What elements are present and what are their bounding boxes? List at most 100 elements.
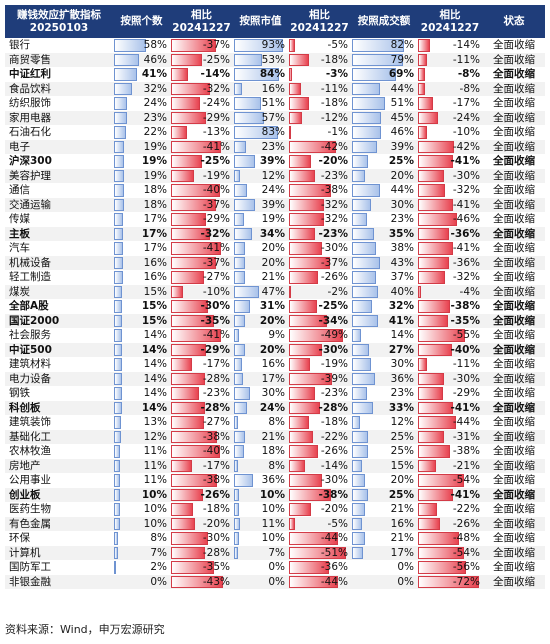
- turnover-value: 51%: [351, 96, 414, 111]
- mcap-value: 39%: [233, 154, 285, 169]
- turnover-chg-value: -41%: [417, 488, 480, 503]
- mcap-value: 20%: [233, 241, 285, 256]
- row-name: 电子: [9, 140, 109, 155]
- row-status: 全面收缩: [483, 256, 545, 271]
- turnover-value: 82%: [351, 38, 414, 53]
- turnover-chg-value: -11%: [417, 53, 480, 68]
- row-name: 有色金属: [9, 517, 109, 532]
- row-status: 全面收缩: [483, 560, 545, 575]
- row-status: 全面收缩: [483, 241, 545, 256]
- count-chg-value: -23%: [170, 386, 230, 401]
- count-chg-value: -27%: [170, 415, 230, 430]
- row-status: 全面收缩: [483, 430, 545, 445]
- header-col-turnover-change: 相比 20241227: [417, 5, 483, 38]
- turnover-chg-value: -14%: [417, 38, 480, 53]
- mcap-value: 7%: [233, 546, 285, 561]
- count-value: 11%: [113, 459, 167, 474]
- mcap-chg-value: -26%: [288, 270, 348, 285]
- mcap-value: 51%: [233, 96, 285, 111]
- turnover-chg-value: -41%: [417, 154, 480, 169]
- table-row: 电力设备 14% -28% 17% -39% 36% -30% 全面收缩: [5, 372, 545, 387]
- table-row: 主板 17% -32% 34% -23% 35% -36% 全面收缩: [5, 227, 545, 242]
- turnover-chg-value: -42%: [417, 140, 480, 155]
- mcap-chg-value: -18%: [288, 53, 348, 68]
- row-name: 基础化工: [9, 430, 109, 445]
- turnover-chg-value: -24%: [417, 111, 480, 126]
- count-value: 14%: [113, 357, 167, 372]
- row-name: 社会服务: [9, 328, 109, 343]
- row-status: 全面收缩: [483, 125, 545, 140]
- header-col-indicator: 赚钱效应扩散指标 20250103: [5, 5, 113, 38]
- row-name: 商贸零售: [9, 53, 109, 68]
- row-name: 银行: [9, 38, 109, 53]
- row-status: 全面收缩: [483, 415, 545, 430]
- mcap-chg-value: -19%: [288, 357, 348, 372]
- count-chg-value: -20%: [170, 517, 230, 532]
- table-row: 沪深300 19% -25% 39% -20% 25% -41% 全面收缩: [5, 154, 545, 169]
- row-status: 全面收缩: [483, 198, 545, 213]
- mcap-value: 57%: [233, 111, 285, 126]
- count-chg-value: -29%: [170, 343, 230, 358]
- row-status: 全面收缩: [483, 459, 545, 474]
- turnover-value: 44%: [351, 183, 414, 198]
- count-chg-value: -17%: [170, 357, 230, 372]
- turnover-chg-value: -26%: [417, 517, 480, 532]
- turnover-value: 40%: [351, 285, 414, 300]
- row-status: 全面收缩: [483, 517, 545, 532]
- mcap-chg-value: -37%: [288, 256, 348, 271]
- count-value: 17%: [113, 241, 167, 256]
- row-status: 全面收缩: [483, 111, 545, 126]
- turnover-value: 35%: [351, 227, 414, 242]
- turnover-chg-value: -55%: [417, 328, 480, 343]
- turnover-chg-value: -40%: [417, 343, 480, 358]
- row-name: 国证2000: [9, 314, 109, 329]
- mcap-value: 47%: [233, 285, 285, 300]
- count-value: 32%: [113, 82, 167, 97]
- turnover-chg-value: -38%: [417, 444, 480, 459]
- count-value: 46%: [113, 53, 167, 68]
- count-chg-value: -35%: [170, 560, 230, 575]
- turnover-value: 12%: [351, 415, 414, 430]
- table-row: 建筑装饰 13% -27% 8% -18% 12% -44% 全面收缩: [5, 415, 545, 430]
- turnover-chg-value: -8%: [417, 82, 480, 97]
- mcap-value: 11%: [233, 517, 285, 532]
- turnover-chg-value: -41%: [417, 241, 480, 256]
- turnover-value: 20%: [351, 473, 414, 488]
- row-name: 家用电器: [9, 111, 109, 126]
- table-row: 公用事业 11% -38% 36% -30% 20% -54% 全面收缩: [5, 473, 545, 488]
- turnover-chg-value: -54%: [417, 473, 480, 488]
- count-chg-value: -30%: [170, 299, 230, 314]
- mcap-chg-value: -23%: [288, 227, 348, 242]
- header-indicator-title: 赚钱效应扩散指标: [5, 9, 113, 22]
- mcap-chg-value: -3%: [288, 67, 348, 82]
- mcap-chg-value: -20%: [288, 502, 348, 517]
- header-turnover-change-date: 20241227: [417, 22, 483, 35]
- count-value: 22%: [113, 125, 167, 140]
- turnover-value: 25%: [351, 488, 414, 503]
- mcap-chg-value: -20%: [288, 154, 348, 169]
- mcap-value: 8%: [233, 415, 285, 430]
- mcap-value: 23%: [233, 140, 285, 155]
- row-name: 传媒: [9, 212, 109, 227]
- row-name: 钢铁: [9, 386, 109, 401]
- count-chg-value: -30%: [170, 531, 230, 546]
- turnover-chg-value: -4%: [417, 285, 480, 300]
- mcap-chg-value: -18%: [288, 415, 348, 430]
- count-chg-value: -24%: [170, 96, 230, 111]
- table-row: 食品饮料 32% -32% 16% -11% 44% -8% 全面收缩: [5, 82, 545, 97]
- count-chg-value: -25%: [170, 53, 230, 68]
- turnover-chg-value: -44%: [417, 415, 480, 430]
- mcap-value: 0%: [233, 560, 285, 575]
- table-row: 科创板 14% -28% 24% -28% 33% -41% 全面收缩: [5, 401, 545, 416]
- mcap-chg-value: -39%: [288, 372, 348, 387]
- header-status-label: 状态: [483, 15, 545, 28]
- mcap-value: 83%: [233, 125, 285, 140]
- turnover-value: 36%: [351, 372, 414, 387]
- count-value: 18%: [113, 183, 167, 198]
- count-chg-value: -32%: [170, 227, 230, 242]
- count-chg-value: -38%: [170, 473, 230, 488]
- row-status: 全面收缩: [483, 82, 545, 97]
- count-value: 19%: [113, 140, 167, 155]
- count-value: 2%: [113, 560, 167, 575]
- row-name: 全部A股: [9, 299, 109, 314]
